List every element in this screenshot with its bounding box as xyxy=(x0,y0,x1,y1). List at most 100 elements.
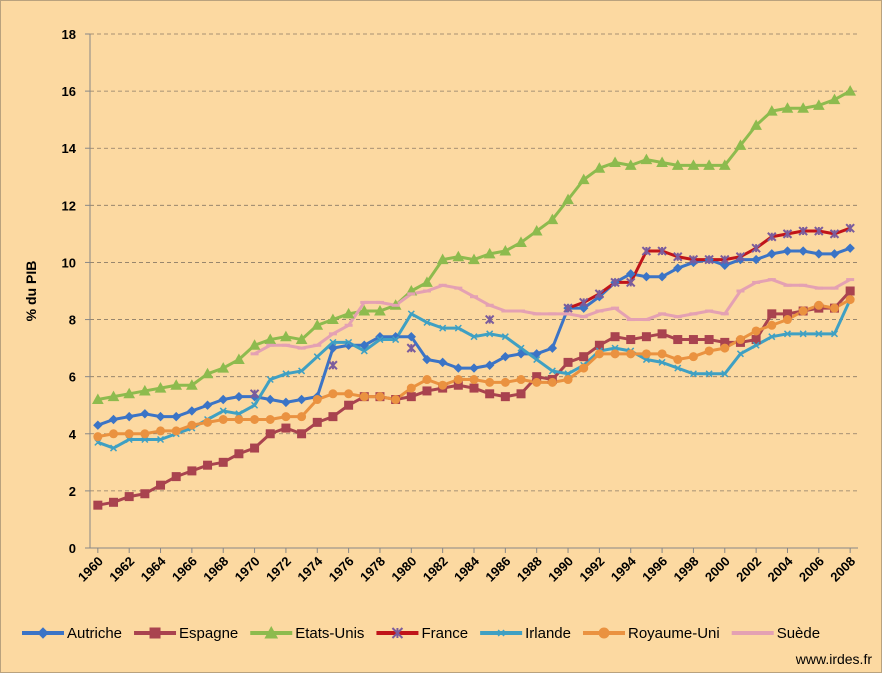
marker-shape xyxy=(93,500,103,510)
marker-shape xyxy=(594,289,605,299)
marker-shape xyxy=(93,432,103,442)
marker xyxy=(154,382,167,393)
marker xyxy=(765,105,778,116)
marker xyxy=(674,364,682,372)
marker xyxy=(140,409,150,419)
marker xyxy=(829,303,839,313)
marker xyxy=(500,392,510,402)
marker-shape xyxy=(767,320,777,330)
marker-shape xyxy=(626,349,636,359)
marker xyxy=(470,333,478,341)
marker xyxy=(532,377,542,387)
marker-shape xyxy=(392,336,400,344)
marker xyxy=(656,156,668,167)
marker-shape xyxy=(610,349,620,359)
marker xyxy=(406,383,416,393)
marker xyxy=(657,246,667,256)
marker xyxy=(359,340,369,350)
marker xyxy=(814,226,824,236)
marker xyxy=(497,629,505,637)
marker-shape xyxy=(108,414,119,425)
marker xyxy=(203,460,213,470)
marker xyxy=(170,379,183,390)
marker xyxy=(202,400,213,410)
marker xyxy=(563,357,573,367)
marker-shape xyxy=(298,367,306,375)
marker-shape xyxy=(218,415,228,424)
marker-shape xyxy=(390,331,401,342)
marker-shape xyxy=(751,335,761,345)
marker-shape xyxy=(295,333,308,345)
marker-shape xyxy=(250,443,260,453)
marker xyxy=(297,429,307,439)
marker xyxy=(296,394,307,405)
marker-shape xyxy=(219,407,227,415)
marker-shape xyxy=(109,444,118,452)
marker-shape xyxy=(217,362,230,373)
marker-shape xyxy=(767,232,777,242)
marker xyxy=(485,377,495,387)
marker xyxy=(844,85,857,96)
marker-shape xyxy=(673,252,683,262)
marker xyxy=(375,392,385,402)
marker-shape xyxy=(328,343,338,353)
marker xyxy=(531,349,542,359)
marker xyxy=(311,319,324,330)
marker-shape xyxy=(501,333,509,341)
legend-label: Suède xyxy=(777,625,820,642)
marker-shape xyxy=(641,272,652,282)
marker xyxy=(517,344,525,352)
marker xyxy=(720,343,730,353)
marker-shape xyxy=(171,472,181,482)
marker-shape xyxy=(422,386,432,396)
marker xyxy=(767,232,777,242)
marker xyxy=(109,497,119,507)
marker-shape xyxy=(376,336,384,344)
marker xyxy=(469,375,479,385)
marker-shape xyxy=(360,347,368,355)
marker-shape xyxy=(251,401,259,409)
marker-shape xyxy=(484,314,495,325)
marker-shape xyxy=(311,319,324,330)
marker-shape xyxy=(437,357,448,368)
marker-shape xyxy=(374,304,386,316)
marker xyxy=(360,347,368,355)
marker xyxy=(594,289,605,299)
marker-shape xyxy=(296,394,307,405)
marker-shape xyxy=(485,377,495,387)
marker xyxy=(530,225,543,236)
marker xyxy=(751,243,761,253)
marker xyxy=(358,304,371,316)
marker-shape xyxy=(469,383,479,393)
marker-shape xyxy=(798,246,808,256)
marker-shape xyxy=(375,392,385,402)
marker-shape xyxy=(156,480,166,490)
marker xyxy=(609,156,621,167)
marker xyxy=(798,306,808,316)
marker xyxy=(187,406,197,416)
marker xyxy=(705,370,713,378)
marker-shape xyxy=(704,254,714,265)
marker xyxy=(735,252,746,262)
marker xyxy=(468,253,480,265)
marker-shape xyxy=(720,260,730,271)
marker-shape xyxy=(328,360,338,370)
marker xyxy=(720,260,730,271)
marker xyxy=(721,370,729,378)
marker-shape xyxy=(610,277,620,288)
marker xyxy=(687,159,700,170)
marker xyxy=(579,352,589,362)
marker xyxy=(657,349,667,359)
marker xyxy=(171,411,181,422)
marker xyxy=(265,394,275,405)
marker xyxy=(577,173,590,185)
marker xyxy=(265,415,275,424)
marker-shape xyxy=(218,457,228,467)
marker xyxy=(312,417,322,427)
marker-shape xyxy=(499,244,512,256)
marker-shape xyxy=(598,627,610,639)
marker-shape xyxy=(171,411,181,422)
marker xyxy=(329,338,337,346)
marker-shape xyxy=(359,340,369,350)
marker xyxy=(782,246,793,256)
